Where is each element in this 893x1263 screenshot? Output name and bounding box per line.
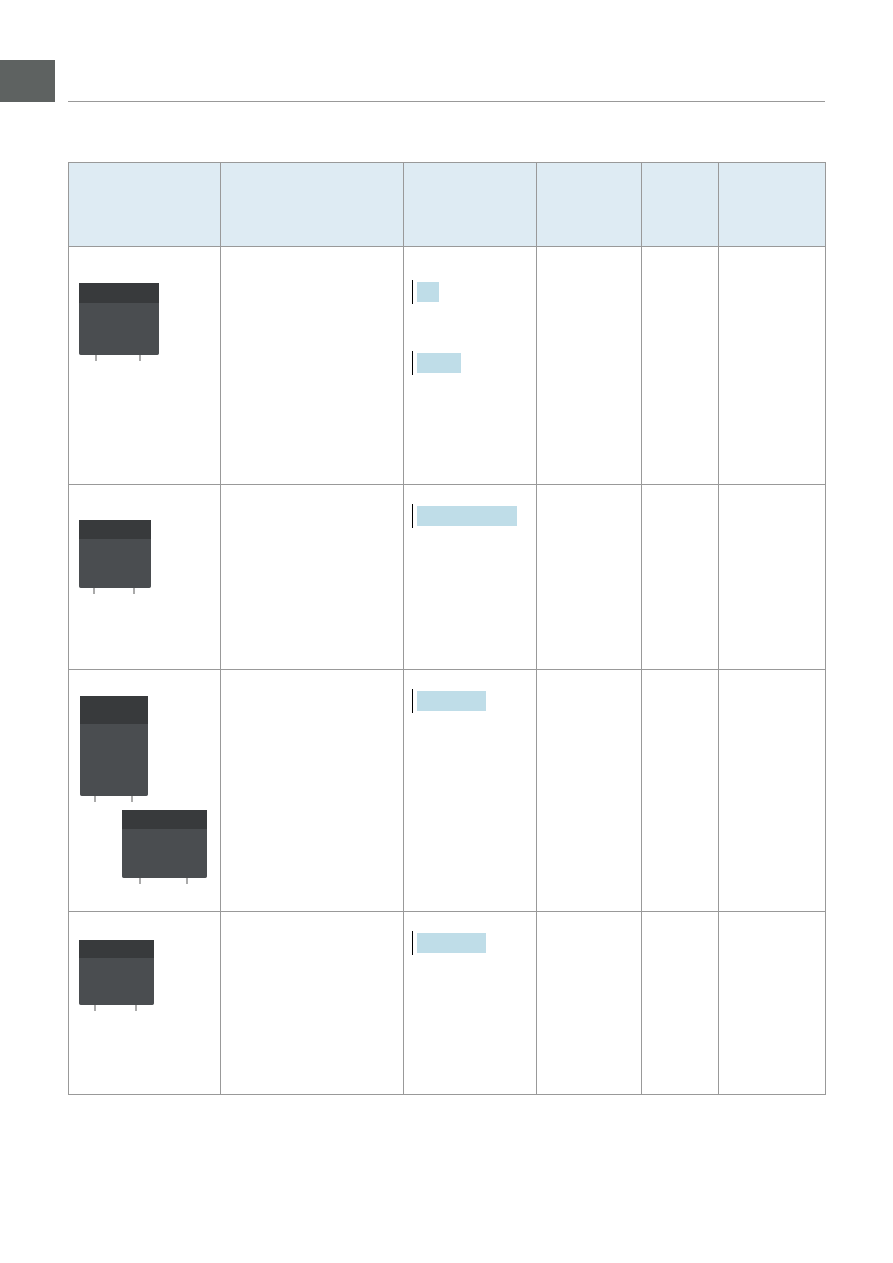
header-cell — [719, 162, 826, 247]
relay-image-1 — [79, 283, 159, 361]
table-cell — [68, 912, 221, 1095]
table-cell — [221, 485, 404, 670]
section-tab — [0, 60, 55, 102]
relay-top-face — [79, 940, 154, 959]
table-cell — [404, 247, 537, 485]
highlight-box — [417, 282, 439, 302]
marker-line — [412, 351, 413, 375]
table-cell — [68, 247, 221, 485]
table-cell — [537, 912, 642, 1095]
relay-pin — [185, 878, 188, 884]
relay-image-2 — [79, 520, 151, 594]
highlight-box — [417, 933, 486, 953]
table-cell — [221, 912, 404, 1095]
marker-line — [412, 504, 413, 528]
header-cell — [404, 162, 537, 247]
highlight-box — [417, 353, 461, 373]
table-cell — [537, 485, 642, 670]
header-cell — [68, 162, 221, 247]
relay-image-3 — [122, 810, 207, 884]
table-cell — [642, 247, 719, 485]
relay-top-face — [122, 810, 207, 830]
relay-pin — [93, 588, 96, 594]
relay-top-face — [80, 696, 148, 724]
relay-pin — [93, 796, 96, 802]
table-cell — [719, 485, 826, 670]
relay-pin — [131, 796, 133, 802]
relay-image-4 — [79, 940, 154, 1011]
table-cell — [642, 485, 719, 670]
relay-top-face — [79, 283, 159, 304]
table-cell — [221, 247, 404, 485]
relay-pin — [139, 878, 141, 884]
table-cell — [404, 485, 537, 670]
table-cell — [68, 670, 221, 912]
header-cell — [537, 162, 642, 247]
relay-top-face — [79, 520, 151, 540]
table-cell — [537, 247, 642, 485]
highlight-box — [417, 506, 517, 526]
marker-line — [412, 931, 413, 955]
relay-pin — [95, 355, 97, 361]
relay-pin — [139, 355, 141, 361]
table-cell — [642, 670, 719, 912]
header-cell — [642, 162, 719, 247]
marker-line — [412, 689, 413, 713]
table-cell — [404, 670, 537, 912]
table-cell — [68, 485, 221, 670]
table-cell — [719, 912, 826, 1095]
relay-image-3 — [80, 696, 148, 802]
table-cell — [404, 912, 537, 1095]
relay-pin — [133, 588, 135, 594]
relay-pin — [135, 1005, 138, 1011]
table-cell — [719, 247, 826, 485]
header-rule — [68, 101, 825, 102]
table-cell — [221, 670, 404, 912]
table-cell — [719, 670, 826, 912]
relay-pin — [94, 1005, 96, 1011]
table-cell — [537, 670, 642, 912]
header-cell — [221, 162, 404, 247]
marker-line — [412, 280, 413, 304]
table-cell — [642, 912, 719, 1095]
highlight-box — [417, 691, 486, 711]
